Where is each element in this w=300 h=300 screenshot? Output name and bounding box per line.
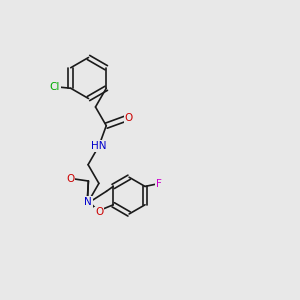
Text: F: F	[156, 179, 162, 189]
Text: O: O	[95, 207, 103, 217]
Text: Cl: Cl	[49, 82, 60, 92]
Text: HN: HN	[91, 141, 106, 151]
Text: O: O	[125, 113, 133, 123]
Text: O: O	[66, 174, 74, 184]
Text: N: N	[84, 197, 92, 207]
